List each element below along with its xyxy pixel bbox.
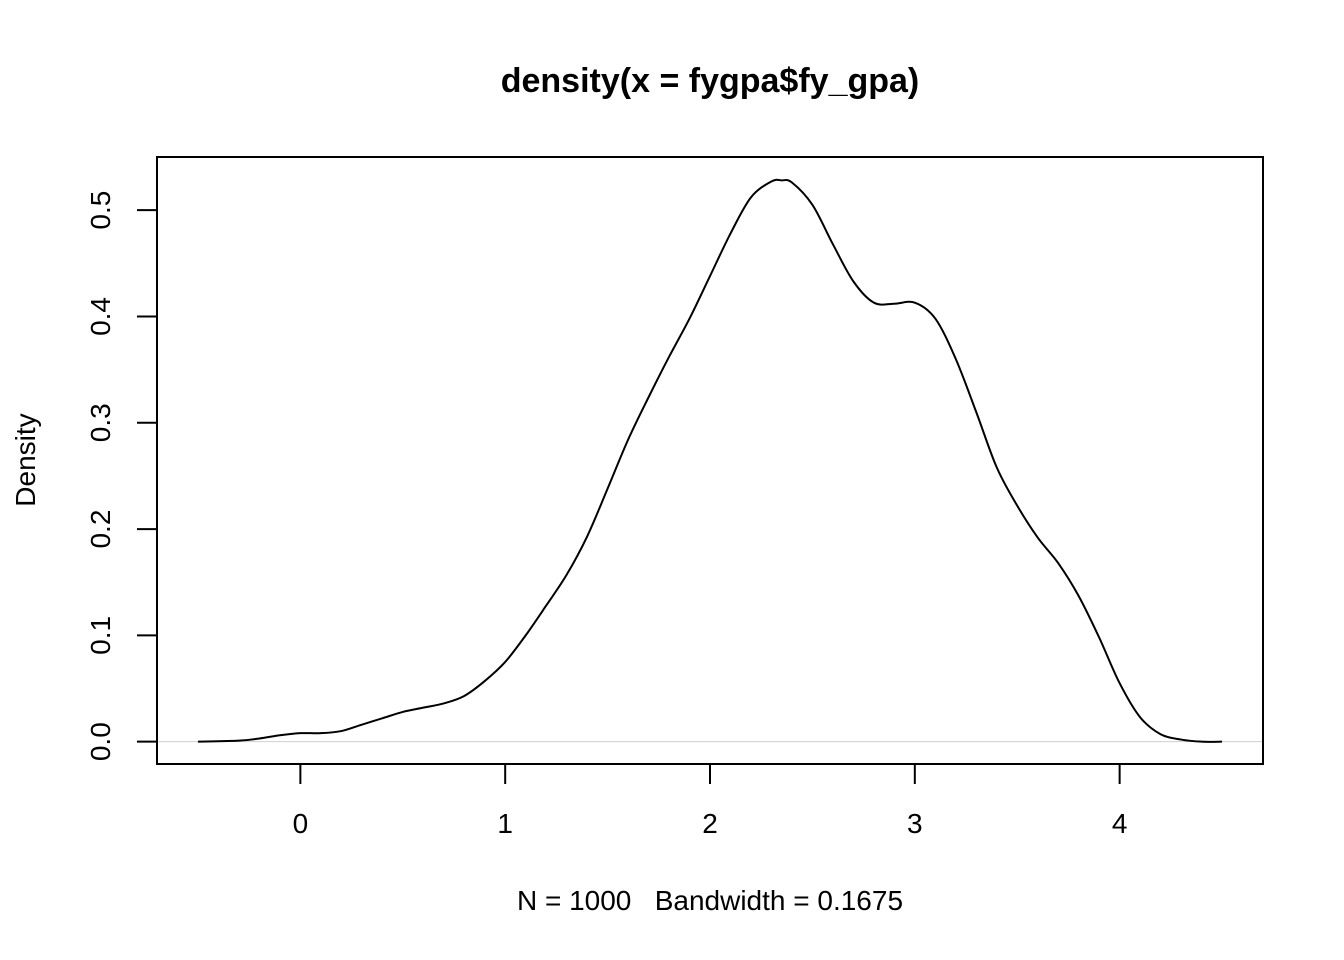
x-tick-label: 4 [1112,808,1128,839]
density-curve [197,178,1223,743]
x-tick-label: 2 [702,808,718,839]
plot-frame [156,156,1264,765]
y-tick-label: 0.5 [85,191,116,230]
x-tick-label: 3 [907,808,923,839]
x-axis: 0 1 2 3 4 [293,763,1128,839]
x-axis-label: N = 1000 Bandwidth = 0.1675 [517,885,903,916]
y-tick-label: 0.0 [85,722,116,761]
y-tick-label: 0.4 [85,297,116,336]
y-tick-label: 0.1 [85,616,116,655]
chart-title: density(x = fygpa$fy_gpa) [501,62,920,100]
y-axis-label: Density [10,413,41,506]
y-axis: 0.0 0.1 0.2 0.3 0.4 0.5 [85,191,158,761]
x-tick-label: 0 [293,808,309,839]
x-tick-label: 1 [497,808,513,839]
y-tick-label: 0.3 [85,403,116,442]
y-tick-label: 0.2 [85,510,116,549]
